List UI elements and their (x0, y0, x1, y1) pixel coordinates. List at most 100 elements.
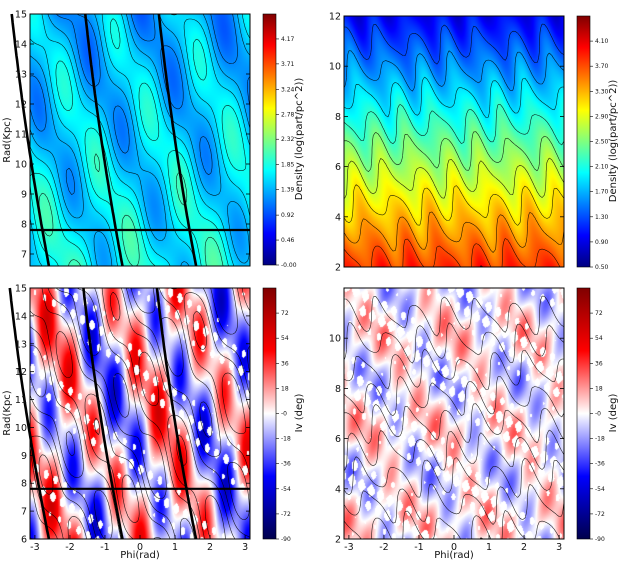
contour-line (29, 287, 251, 540)
x-tick-label: -2 (65, 542, 74, 553)
contour-line (343, 104, 565, 146)
contour-line (343, 23, 565, 65)
colorbar-tick-label: -18 (595, 436, 605, 443)
y-tick-label: 15 (15, 284, 27, 295)
colorbar-tick-label: 36 (281, 360, 289, 367)
colorbar-tick-label: -0 (281, 411, 287, 418)
x-tick-label: 3 (242, 542, 248, 553)
colorbar-tick-label: 2.10 (595, 164, 609, 171)
colorbar-tick-label: 2.90 (595, 113, 609, 120)
x-tick-label: -3 (30, 542, 39, 553)
contour-line (343, 184, 565, 226)
contour-line (343, 376, 565, 418)
iv-colorbar: 72 54 36 18 -0 -18 -36 -54 -72 -90 Iv (deg) (576, 287, 619, 543)
density-colorbar: 4.17 3.71 3.24 2.78 2.32 1.85 1.39 0.92 0.46 -0.0… (262, 13, 305, 269)
plot-frame (343, 15, 565, 268)
colorbar-gradient (576, 15, 591, 268)
colorbar-tick-label: 3.71 (281, 61, 295, 68)
colorbar-gradient (262, 13, 277, 266)
y-tick-label: 14 (15, 311, 27, 322)
x-tick-label: -3 (344, 542, 353, 553)
contour-line (343, 456, 565, 498)
colorbar-tick-label: 2.32 (281, 136, 295, 143)
y-tick-label: 9 (21, 190, 27, 201)
x-tick-label: 1 (486, 542, 492, 553)
y-tick-label: 6 (21, 535, 27, 546)
colorbar-tick-label: -54 (595, 486, 605, 493)
x-tick-label: 0 (451, 542, 457, 553)
plot-frame (29, 13, 251, 267)
x-tick-label: 3 (556, 542, 562, 553)
y-axis-label: Rad(Kpc) (2, 390, 13, 436)
y-tick-label: 8 (335, 112, 341, 123)
colorbar-tick-label: -54 (281, 486, 291, 493)
colorbar-tick-label: 36 (595, 360, 603, 367)
colorbar-tick-label: -36 (595, 461, 605, 468)
colorbar-tick-label: 2.78 (281, 111, 295, 118)
contour-line (343, 157, 565, 199)
y-tick-label: 6 (335, 162, 341, 173)
colorbar-label: Density (log(part/pc^2)) (608, 80, 619, 203)
colorbar-label: Iv (deg) (294, 394, 305, 433)
colorbar-tick-label: -0.00 (281, 262, 297, 269)
colorbar-tick-label: 3.70 (595, 63, 609, 70)
colorbar-tick-label: 0.90 (595, 239, 609, 246)
y-tick-label: 11 (15, 130, 27, 141)
colorbar-tick-label: 0.92 (281, 212, 295, 219)
x-tick-label: -2 (379, 542, 388, 553)
density-heatmap (30, 14, 250, 266)
y-tick-label: 13 (15, 339, 27, 350)
x-tick-label: 0 (137, 542, 143, 553)
y-tick-label: 4 (335, 484, 341, 495)
colorbar-tick-label: 4.17 (281, 36, 295, 43)
colorbar-label: Density (log(part/pc^2)) (294, 78, 305, 201)
y-tick-label: 8 (21, 479, 27, 490)
contour-line (343, 510, 561, 540)
spiral-arm-curve (84, 13, 124, 267)
y-tick-label: 4 (335, 212, 341, 223)
colorbar-tick-label: 3.24 (281, 86, 295, 93)
colorbar-tick-label: 72 (595, 310, 603, 317)
contour-line (29, 13, 251, 195)
y-tick-label: 10 (329, 334, 341, 345)
y-tick-label: 10 (15, 423, 27, 434)
colorbar-tick-label: 72 (281, 310, 289, 317)
colorbar-tick-label: -36 (281, 461, 291, 468)
contour-line (343, 295, 565, 337)
y-tick-label: 13 (15, 70, 27, 81)
contour-line (343, 429, 565, 471)
colorbar-tick-label: 1.85 (281, 162, 295, 169)
y-tick-label: 10 (15, 160, 27, 171)
contour-line (38, 417, 226, 540)
colorbar-gradient (262, 287, 277, 540)
colorbar-tick-label: -18 (281, 436, 291, 443)
colorbar-tick-label: 1.30 (595, 214, 609, 221)
x-tick-label: 1 (172, 542, 178, 553)
y-tick-label: 8 (335, 384, 341, 395)
spiral-arm-curve (10, 13, 51, 267)
y-tick-label: 2 (335, 535, 341, 546)
iv-panel-outer: 2 4 6 8 10 -3 -2 -1 0 1 2 3 Phi(rad) (329, 287, 565, 561)
density-colorbar: 4.10 3.70 3.30 2.90 2.50 2.10 1.70 1.30 0.90 0.50… (576, 15, 619, 271)
y-tick-label: 7 (21, 250, 27, 261)
colorbar-tick-label: 0.46 (281, 237, 295, 244)
colorbar-tick-label: -90 (281, 536, 291, 543)
contour-line (343, 403, 565, 444)
contour-line (343, 76, 565, 118)
y-tick-label: 7 (21, 507, 27, 518)
spiral-arm-curve (155, 287, 198, 540)
x-tick-label: -1 (414, 542, 423, 553)
density-panel-inner: 7 8 9 10 11 12 13 14 15 Rad(Kpc) (2, 10, 251, 267)
colorbar-tick-label: 18 (281, 385, 289, 392)
x-axis-label: Phi(rad) (434, 550, 474, 561)
contour-line (29, 287, 251, 540)
x-axis-label: Phi(rad) (120, 550, 160, 561)
y-tick-label: 8 (21, 220, 27, 231)
colorbar-gradient (576, 287, 591, 540)
y-tick-label: 6 (335, 434, 341, 445)
contour-line (343, 322, 565, 364)
colorbar-tick-label: 1.70 (595, 189, 609, 196)
y-tick-label: 9 (21, 451, 27, 462)
